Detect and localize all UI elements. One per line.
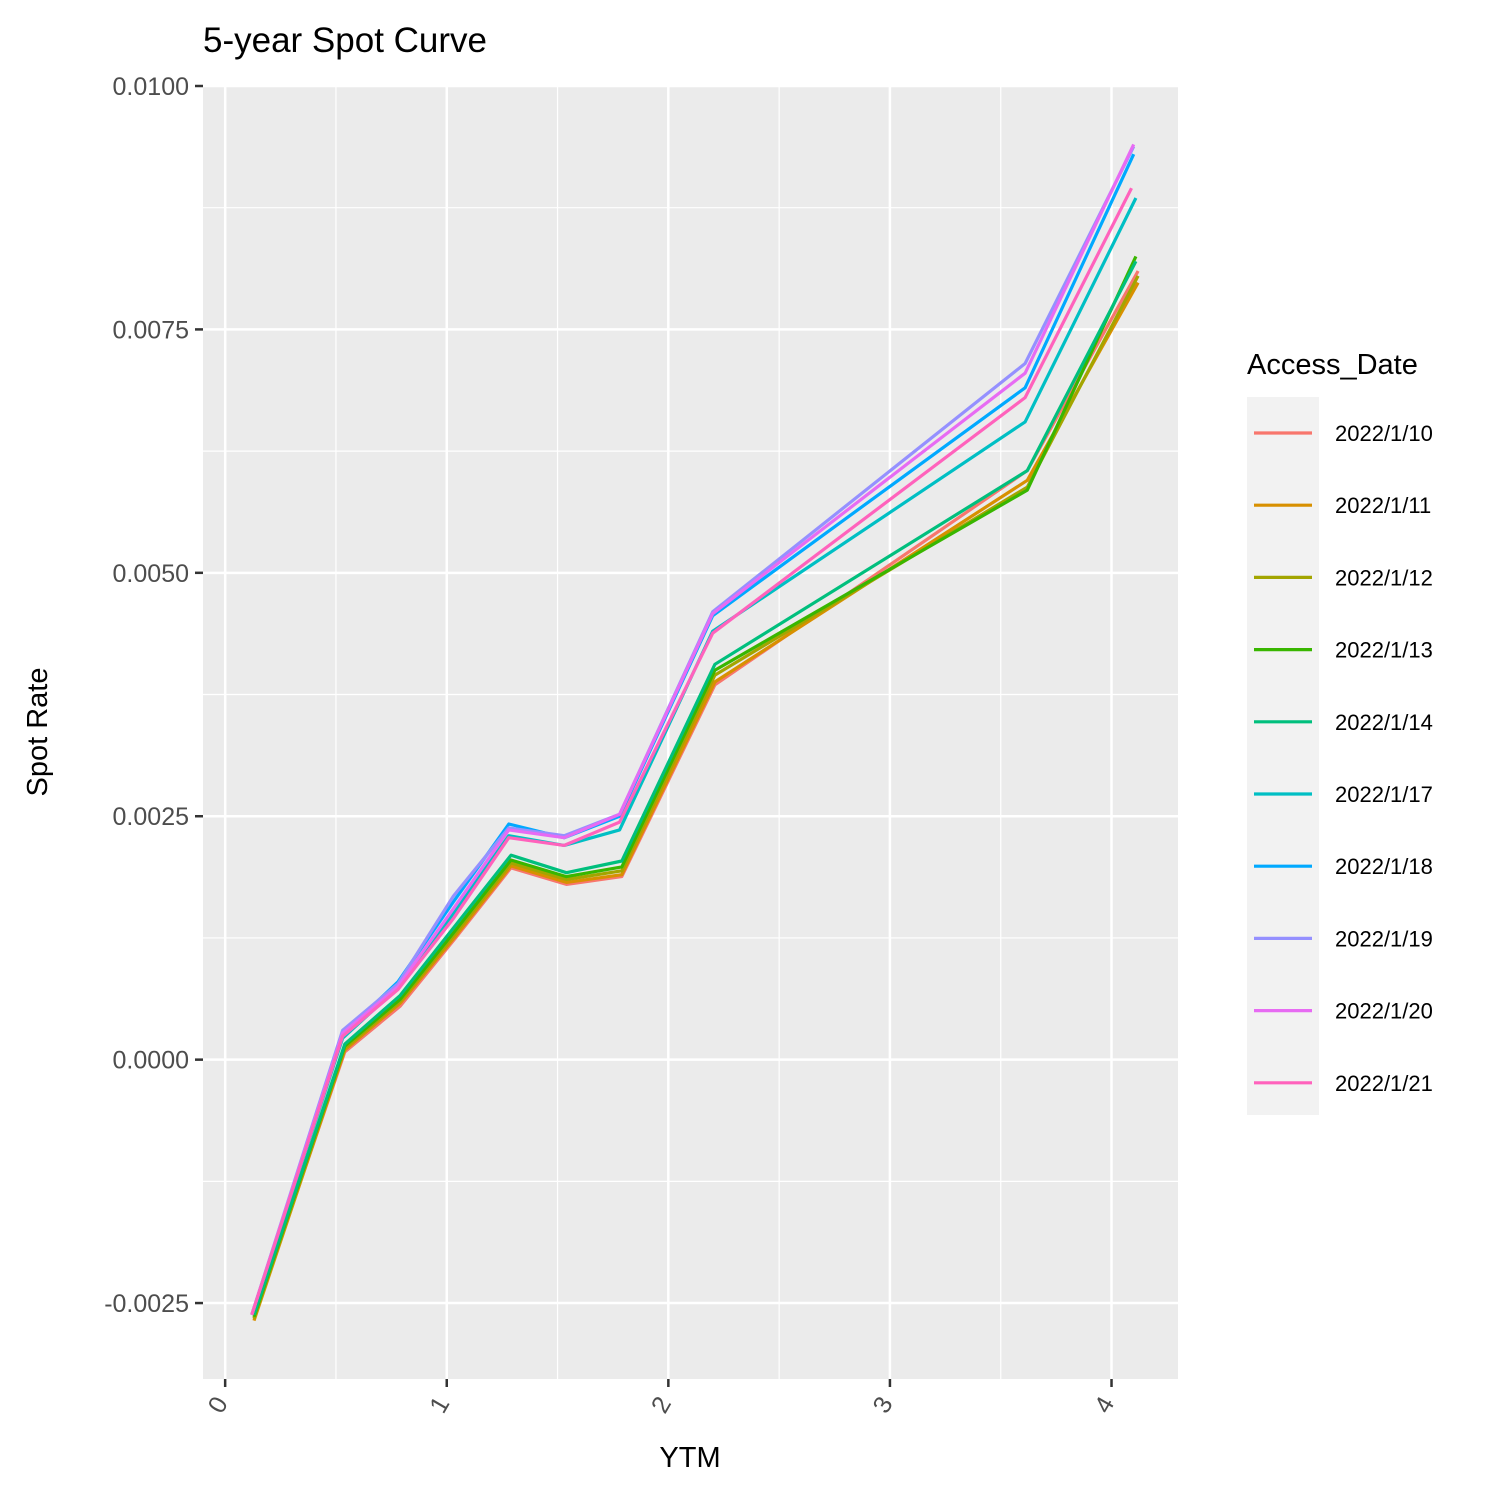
legend-label: 2022/1/20 xyxy=(1335,999,1433,1024)
series-line-2022-1-14 xyxy=(252,260,1138,1316)
legend-label: 2022/1/17 xyxy=(1335,782,1433,807)
legend-key-background xyxy=(1247,397,1319,1115)
legend-label: 2022/1/10 xyxy=(1335,421,1433,446)
series-line-2022-1-21 xyxy=(250,187,1133,1316)
legend-label: 2022/1/12 xyxy=(1335,565,1433,590)
y-tick-label: 0.0100 xyxy=(113,73,189,101)
legend-label: 2022/1/21 xyxy=(1335,1071,1433,1096)
x-tick-label: 4 xyxy=(1089,1392,1120,1418)
legend: Access_Date 2022/1/102022/1/112022/1/122… xyxy=(1247,349,1433,1115)
chart-title: 5-year Spot Curve xyxy=(203,21,487,60)
legend-label: 2022/1/18 xyxy=(1335,854,1433,879)
x-tick-label: 3 xyxy=(867,1392,898,1418)
x-tick-label: 0 xyxy=(203,1392,234,1418)
y-tick-label: 0.0050 xyxy=(113,560,189,588)
series-line-2022-1-10 xyxy=(252,270,1140,1319)
legend-title: Access_Date xyxy=(1247,349,1418,381)
legend-label: 2022/1/11 xyxy=(1335,493,1431,518)
legend-label: 2022/1/14 xyxy=(1335,710,1433,735)
y-axis-title: Spot Rate xyxy=(22,668,54,797)
series-line-2022-1-20 xyxy=(250,143,1136,1316)
x-tick-label: 1 xyxy=(424,1392,455,1418)
y-tick-label: 0.0025 xyxy=(113,803,189,831)
legend-label: 2022/1/13 xyxy=(1335,638,1433,663)
series-lines xyxy=(250,143,1140,1322)
series-line-2022-1-19 xyxy=(250,145,1136,1316)
grid-lines xyxy=(203,84,1178,1379)
y-tick-label: 0.0000 xyxy=(113,1047,189,1075)
series-line-2022-1-13 xyxy=(252,255,1138,1318)
x-axis-title: YTM xyxy=(659,1442,720,1474)
y-tick-label: 0.0075 xyxy=(113,316,189,344)
legend-label: 2022/1/19 xyxy=(1335,926,1433,951)
legend-items: 2022/1/10 2022/1/11 2022/1/12 2022/1/13 2022… xyxy=(1254,421,1433,1096)
y-tick-label: -0.0025 xyxy=(104,1290,189,1318)
x-tick-label: 2 xyxy=(646,1392,677,1418)
